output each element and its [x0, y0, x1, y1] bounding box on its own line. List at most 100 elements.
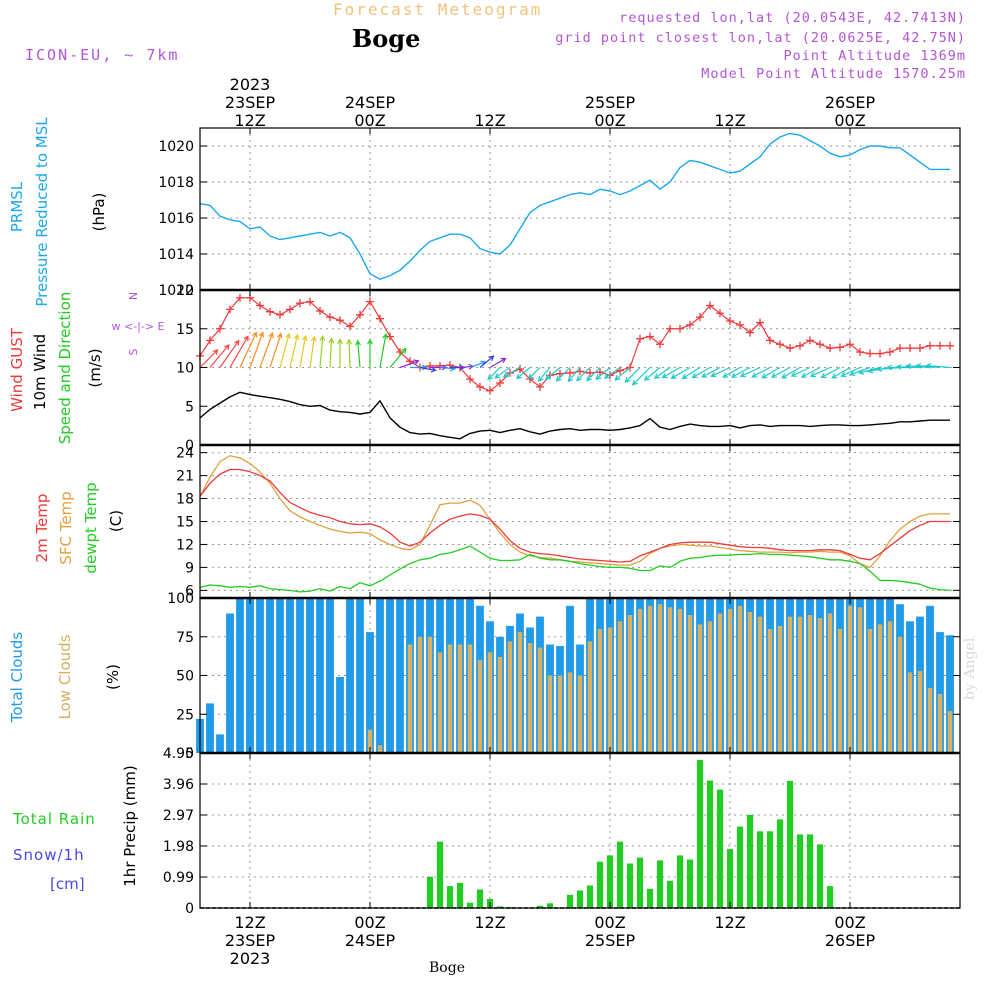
precip-bar — [716, 789, 724, 908]
wind-arrow — [229, 335, 249, 368]
wind-arrow — [661, 366, 681, 379]
gust-marker — [566, 368, 574, 377]
precip-bar — [616, 841, 624, 908]
footer-site: Boge — [429, 960, 465, 976]
gust-marker — [476, 382, 484, 391]
low-cloud-bar — [727, 608, 733, 753]
gust-marker — [696, 313, 704, 322]
low-cloud-bar — [917, 670, 923, 753]
wind-arrow — [502, 366, 521, 378]
low-cloud-bar — [717, 613, 723, 753]
low-cloud-bar — [367, 729, 373, 754]
gust-marker — [206, 336, 214, 345]
snow-unit: [cm] — [50, 875, 85, 893]
wind-arrow — [219, 339, 240, 368]
low-cloud-bar — [937, 694, 943, 753]
y-tick-label: 20 — [176, 283, 194, 299]
precip-bar — [566, 894, 574, 908]
gust-marker — [746, 328, 754, 337]
precip-bar — [766, 831, 774, 908]
y-tick-label: 24 — [176, 446, 194, 462]
precip-bar — [586, 885, 594, 908]
time-label-top: 23SEP — [225, 93, 276, 112]
wind-arrow — [925, 362, 951, 369]
time-label-top: 25SEP — [585, 93, 636, 112]
total-rain-label: Total Rain — [12, 810, 96, 828]
low-cloud-bar — [707, 621, 713, 754]
wind-arrow — [710, 366, 731, 378]
gust-marker — [466, 375, 474, 384]
low-cloud-bar — [687, 615, 693, 753]
gust-marker — [266, 307, 274, 316]
wind-arrow — [419, 366, 437, 373]
2m-temp-label: 2m Temp — [33, 494, 51, 563]
point-altitude: Point Altitude 1369m — [783, 48, 966, 64]
time-label-top: 12Z — [474, 111, 505, 130]
wind-arrow — [809, 366, 831, 378]
gust-marker — [716, 309, 724, 318]
gust-marker — [906, 344, 914, 353]
precip-bar — [546, 903, 554, 908]
gust-marker — [816, 340, 824, 349]
gust-marker — [226, 305, 234, 314]
sfc-temp-label: SFC Temp — [57, 491, 75, 564]
total-cloud-bar — [256, 598, 264, 753]
y-tick-label: 18 — [176, 492, 194, 508]
gust-marker — [356, 310, 364, 319]
wind-arrow — [209, 344, 230, 368]
wind-arrow — [831, 366, 851, 379]
wind-unit: (m/s) — [86, 348, 104, 387]
time-label-bottom: 2023 — [230, 949, 271, 968]
wind-arrow — [309, 335, 317, 368]
low-cloud-bar — [897, 636, 903, 754]
gust-marker — [536, 382, 544, 391]
low-cloud-bar — [457, 644, 463, 753]
low-cloud-bar — [887, 621, 893, 754]
time-label-bottom: 12Z — [474, 913, 505, 932]
y-tick-label: 3.96 — [163, 777, 194, 793]
temp-unit: (C) — [107, 510, 125, 532]
low-cloud-bar — [697, 624, 703, 753]
gust-marker — [286, 305, 294, 314]
gust-marker — [216, 324, 224, 333]
time-label-top: 24SEP — [345, 93, 396, 112]
precip-bar — [776, 819, 784, 908]
panel-frame-pressure — [199, 127, 961, 291]
wind-arrow — [269, 332, 283, 368]
low-cloud-bar — [467, 644, 473, 753]
wind-arrow — [527, 367, 541, 380]
gust-marker — [866, 349, 874, 358]
precip-bar — [686, 859, 694, 908]
y-tick-label: 1.98 — [163, 839, 194, 855]
total-cloud-bar — [226, 613, 234, 753]
total-cloud-bar — [276, 598, 284, 753]
pressure-line — [199, 132, 950, 280]
wind-arrow — [631, 367, 651, 386]
low-cloud-bar — [737, 605, 743, 754]
low-cloud-bar — [837, 629, 843, 753]
total-cloud-bar — [926, 605, 934, 754]
low-cloud-bar — [627, 615, 633, 753]
time-label-top: 26SEP — [825, 93, 876, 112]
clouds-unit: (%) — [104, 664, 122, 690]
low-cloud-bar — [597, 629, 603, 753]
wind-arrow — [595, 367, 611, 380]
gust-marker — [426, 361, 434, 370]
precip-bar — [596, 861, 604, 908]
low-cloud-bar — [877, 624, 883, 753]
gust-marker — [496, 379, 504, 387]
gust-marker — [306, 297, 314, 306]
precip-bar — [816, 844, 824, 908]
wind-arrow — [515, 367, 531, 380]
precip-bar — [796, 834, 804, 908]
low-cloud-bar — [657, 604, 663, 753]
panel-frame-precip — [199, 752, 961, 909]
precip-bar — [786, 780, 794, 908]
gust-marker — [826, 344, 834, 353]
wind-arrow — [537, 367, 551, 382]
wind-arrow — [576, 367, 591, 382]
gust-marker — [946, 341, 954, 350]
precip-bar — [456, 882, 464, 908]
y-tick-label: 1012 — [158, 283, 194, 299]
